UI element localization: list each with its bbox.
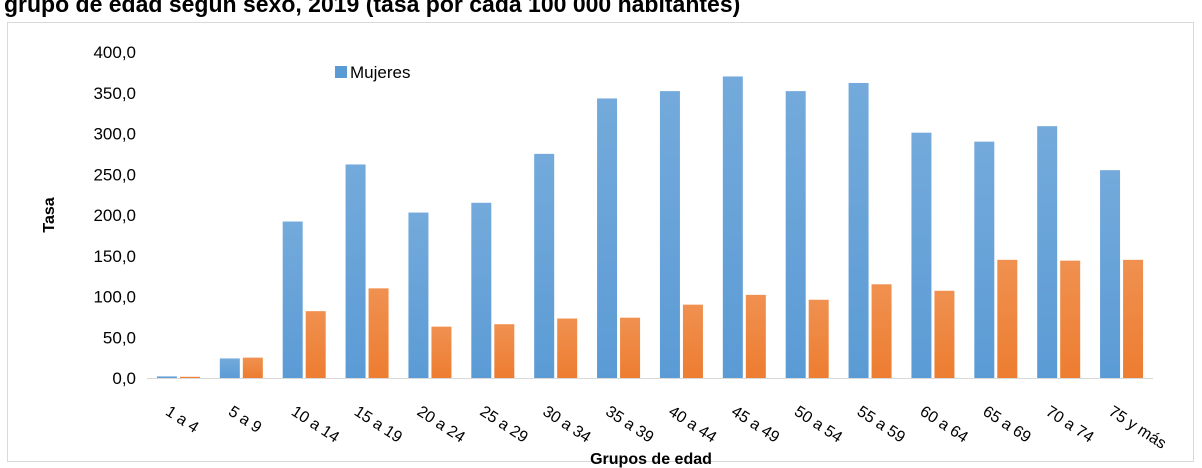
bar-series2-6: [557, 318, 578, 378]
bar-series2-14: [1060, 260, 1081, 378]
y-tick-label: 0,0: [112, 369, 136, 388]
bar-series2-3: [368, 288, 389, 378]
y-axis-ticks: 0,0 50,0 100,0 150,0 200,0 250,0 300,0 350,0 400…: [93, 43, 136, 388]
x-axis-title: Grupos de edad: [590, 451, 712, 468]
bar-series1-1: [219, 358, 240, 378]
x-tick-label: 35 a 39: [602, 403, 656, 446]
bar-series1-10: [785, 91, 806, 379]
bar-series2-5: [494, 324, 515, 378]
bars: [156, 76, 1144, 379]
x-tick-label: 55 a 59: [854, 403, 908, 446]
y-tick-label: 250,0: [93, 165, 136, 184]
bar-series2-8: [682, 304, 703, 378]
bar-series1-4: [408, 212, 429, 378]
bar-series1-5: [471, 202, 492, 378]
y-tick-label: 400,0: [93, 43, 136, 62]
bar-series1-12: [911, 132, 932, 378]
x-tick-label: 15 a 19: [351, 403, 405, 446]
x-tick-label: 10 a 14: [288, 403, 342, 446]
bar-series2-7: [620, 317, 641, 378]
bar-series2-10: [808, 299, 829, 378]
bar-series2-13: [997, 259, 1018, 378]
legend: Mujeres: [335, 63, 410, 82]
bar-series1-3: [345, 164, 366, 378]
bar-series1-9: [722, 76, 743, 378]
legend-swatch-mujeres: [335, 66, 347, 78]
bar-series1-6: [534, 153, 555, 378]
bar-series2-1: [242, 357, 263, 378]
x-tick-label: 25 a 29: [477, 403, 531, 446]
bar-series2-2: [305, 311, 326, 378]
bar-series1-8: [659, 91, 680, 379]
x-tick-label: 1 a 4: [162, 403, 201, 437]
x-tick-label: 60 a 64: [917, 403, 971, 446]
bar-series1-14: [1037, 126, 1058, 378]
bar-series2-0: [179, 376, 200, 378]
x-tick-label: 40 a 44: [665, 403, 719, 446]
x-tick-label: 65 a 69: [980, 403, 1034, 446]
y-tick-label: 150,0: [93, 247, 136, 266]
y-tick-label: 300,0: [93, 125, 136, 144]
x-tick-label: 5 a 9: [225, 403, 264, 437]
y-axis-title: Tasa: [41, 197, 58, 232]
bar-series2-15: [1123, 259, 1144, 378]
chart-frame: [7, 22, 1194, 462]
bar-series1-2: [282, 221, 303, 378]
y-tick-label: 200,0: [93, 206, 136, 225]
chart-title: grupo de edad segun sexo, 2019 (tasa por…: [4, 0, 741, 17]
x-tick-label: 70 a 74: [1043, 403, 1097, 446]
bar-series1-7: [597, 98, 618, 378]
bar-series2-4: [431, 326, 452, 378]
bar-series1-13: [974, 141, 995, 378]
y-tick-label: 100,0: [93, 288, 136, 307]
legend-label-mujeres: Mujeres: [350, 63, 410, 82]
x-axis-ticks: 1 a 4 5 a 9 10 a 14 15 a 19 20 a 24 25 a 29 30…: [162, 403, 1169, 453]
x-tick-label: 75 y más: [1105, 403, 1169, 453]
bar-series2-9: [745, 294, 766, 378]
x-tick-label: 20 a 24: [414, 403, 468, 446]
x-tick-label: 30 a 34: [540, 403, 594, 446]
bar-series2-12: [934, 290, 955, 378]
x-tick-label: 45 a 49: [728, 403, 782, 446]
bar-series1-11: [848, 82, 869, 378]
y-tick-label: 50,0: [103, 328, 136, 347]
y-tick-label: 350,0: [93, 84, 136, 103]
x-tick-label: 50 a 54: [791, 403, 845, 446]
bar-series2-11: [871, 284, 892, 378]
bar-series1-15: [1100, 170, 1121, 378]
bar-series1-0: [156, 376, 177, 378]
